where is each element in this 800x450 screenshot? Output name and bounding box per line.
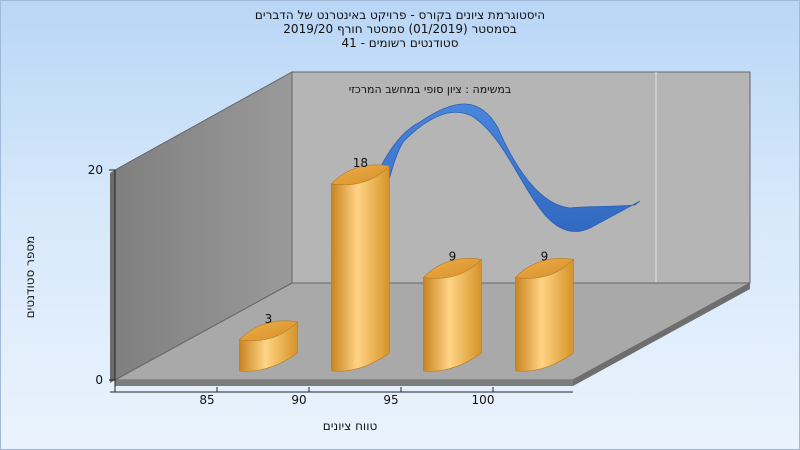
bar-body — [515, 258, 574, 372]
bar — [514, 258, 575, 372]
bar-value-label: 9 — [449, 249, 457, 263]
chart-title-line-1: היסטוגרמת ציונים בקורס - פרויקט באינטרנט… — [254, 8, 546, 22]
y-axis-label: מספר סטודנטים — [23, 235, 37, 319]
bar-body — [239, 321, 298, 372]
x-tick-label: 85 — [199, 393, 214, 407]
distribution-curve — [371, 103, 641, 246]
bar-value-label: 3 — [265, 312, 273, 326]
bar — [422, 258, 483, 372]
bar-value-label: 18 — [353, 156, 368, 170]
chart-title-line-2: בסמסטר (01/2019) סמסטר חורף 2019/20 — [283, 22, 517, 36]
bar-value-label: 9 — [541, 249, 549, 263]
bar-cap — [422, 258, 483, 279]
curve-ribbon — [371, 103, 641, 246]
bar — [238, 320, 299, 372]
bar — [330, 164, 391, 372]
left-wall-edge — [110, 170, 115, 383]
bar-body — [423, 258, 482, 372]
floor-front-edge — [115, 380, 573, 386]
bar-cap — [330, 164, 391, 186]
floor-side-edge — [573, 283, 750, 386]
x-tick-label: 100 — [472, 393, 495, 407]
bar-cap — [238, 320, 299, 342]
x-axis-label: טווח ציונים — [322, 419, 378, 433]
x-tick-label: 95 — [383, 393, 398, 407]
x-tick-label: 90 — [291, 393, 306, 407]
y-tick-label: 20 — [88, 163, 103, 177]
chart-annotation: במשימה : ציון סופי במחשב המרכזי — [348, 83, 512, 96]
chart-title-line-3: סטודנטים רשומים - 41 — [341, 36, 459, 50]
bar-cap — [514, 258, 575, 279]
bar-body — [331, 165, 390, 372]
y-tick-label: 0 — [95, 373, 103, 387]
